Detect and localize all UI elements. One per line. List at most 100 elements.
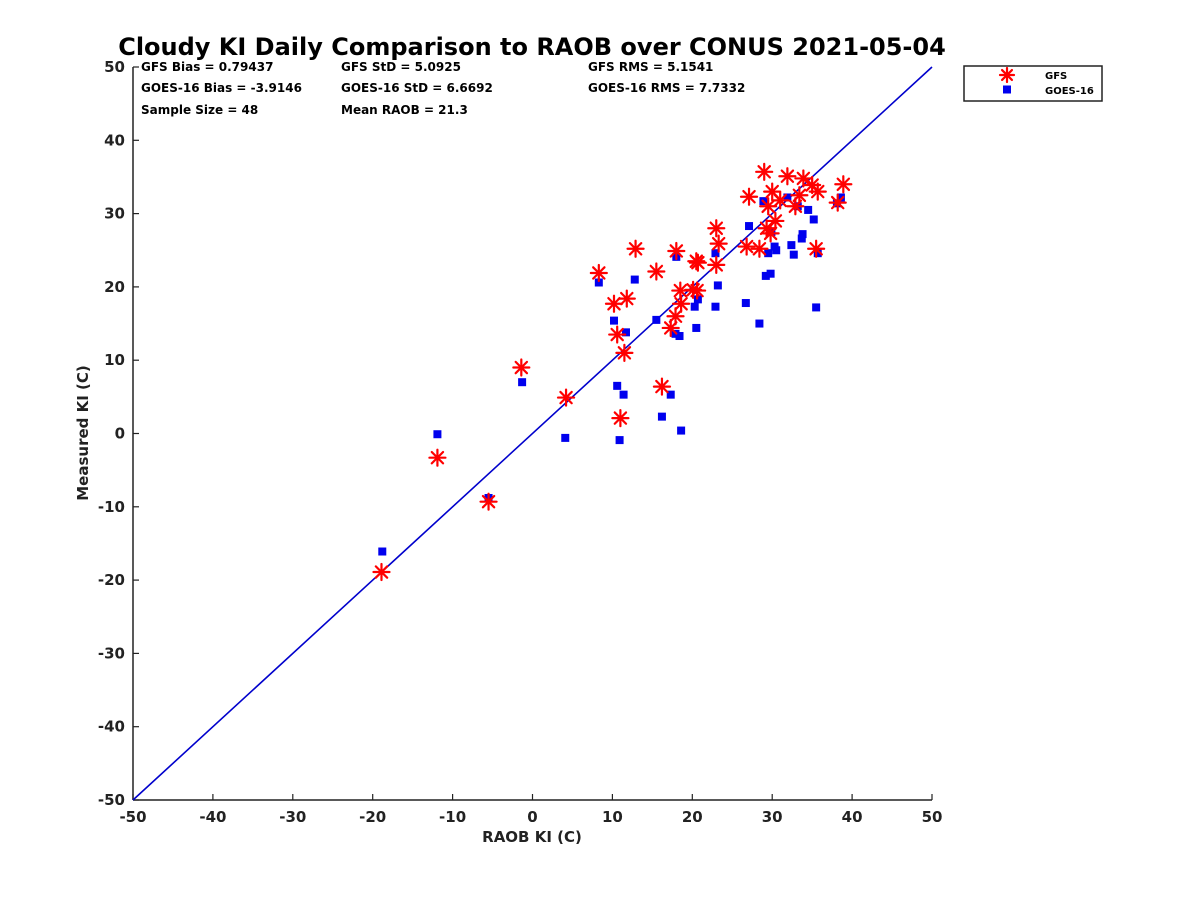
legend-gfs-label: GFS: [1045, 71, 1067, 82]
legend-box: [963, 65, 1103, 102]
goes-16-point: [745, 222, 754, 231]
gfs-point: [647, 262, 666, 281]
goes-16-point: [711, 249, 720, 258]
gfs-point: [707, 219, 726, 238]
y-tick-label: -30: [98, 644, 125, 662]
y-tick-label: 0: [115, 425, 125, 443]
goes-16-point: [594, 278, 603, 287]
goes-16-point: [711, 302, 720, 311]
gfs-point: [617, 289, 636, 308]
gfs-point: [611, 409, 630, 428]
goes-16-point: [798, 230, 807, 239]
gfs-point: [372, 562, 391, 582]
goes-16-point: [766, 269, 775, 278]
x-tick-label: 0: [527, 808, 537, 826]
goes-16-point: [621, 328, 630, 337]
y-tick-label: 10: [104, 351, 125, 369]
goes-16-point: [561, 433, 570, 442]
gfs-point: [604, 294, 624, 313]
x-tick-label: 20: [682, 808, 703, 826]
chart-title: Cloudy KI Daily Comparison to RAOB over …: [118, 33, 946, 61]
gfs-point: [672, 294, 691, 313]
gfs-bias-text: GFS Bias = 0.79437: [141, 60, 273, 74]
gfs-point: [667, 241, 686, 261]
goes-16-point: [809, 215, 818, 224]
mean-raob-text: Mean RAOB = 21.3: [341, 103, 468, 117]
gfs-point: [687, 281, 707, 300]
y-tick-label: -50: [98, 791, 125, 809]
gfs-point: [737, 237, 756, 256]
gfs-point: [652, 377, 672, 396]
gfs-point: [615, 343, 634, 362]
goes-16-point: [518, 378, 527, 387]
goes-16-point: [693, 295, 702, 304]
goes-16-point: [836, 193, 845, 202]
y-axis-label: Measured KI (C): [74, 365, 92, 501]
gfs-point: [479, 492, 498, 511]
y-tick-label: 30: [104, 205, 125, 223]
gfs-point: [771, 191, 790, 210]
gfs-point: [778, 167, 797, 186]
gfs-point: [807, 239, 826, 258]
x-tick-label: 40: [842, 808, 863, 826]
x-axis-label: RAOB KI (C): [482, 828, 582, 846]
gfs-std-text: GFS StD = 5.0925: [341, 60, 461, 74]
goes-16-point: [675, 332, 684, 341]
legend-gfs-asterisk-icon: [998, 66, 1016, 84]
goes-16-point: [813, 249, 822, 258]
goes-16-point: [613, 381, 622, 390]
gfs-point: [790, 186, 809, 205]
gfs-point: [709, 234, 728, 253]
goes-16-point: [787, 241, 796, 250]
gfs-point: [750, 239, 769, 258]
goes-16-point: [761, 271, 770, 280]
goes-16-point: [657, 412, 666, 421]
goes-bias-text: GOES-16 Bias = -3.9146: [141, 81, 302, 95]
goes-16-point: [804, 205, 813, 214]
gfs-point: [766, 211, 785, 231]
legend-gfs-asterisk: [998, 66, 1016, 84]
goes-16-point: [666, 390, 675, 399]
gfs-rms-text: GFS RMS = 5.1541: [588, 60, 713, 74]
gfs-point: [755, 162, 774, 181]
goes-16-point: [692, 323, 701, 332]
gfs-point: [428, 448, 447, 467]
goes-16-point: [652, 315, 661, 324]
goes-16-point: [677, 426, 686, 435]
legend: GFS GOES-16: [963, 65, 1103, 102]
goes-std-text: GOES-16 StD = 6.6692: [341, 81, 493, 95]
goes-16-point: [433, 430, 442, 439]
x-tick-label: -30: [279, 808, 306, 826]
y-tick-label: 50: [104, 58, 125, 76]
gfs-point: [556, 388, 576, 407]
gfs-point: [589, 263, 608, 283]
gfs-point: [828, 193, 847, 212]
legend-goes-label: GOES-16: [1045, 86, 1094, 97]
y-tick-label: 40: [104, 131, 125, 149]
x-tick-label: 30: [762, 808, 783, 826]
gfs-point: [834, 175, 853, 194]
x-tick-label: -20: [359, 808, 386, 826]
goes-16-point: [615, 436, 624, 445]
y-tick-label: -40: [98, 718, 125, 736]
goes-16-point: [741, 299, 750, 308]
gfs-point: [626, 239, 645, 258]
y-tick-label: -10: [98, 498, 125, 516]
gfs-point: [688, 253, 707, 272]
goes-16-point: [789, 250, 798, 259]
x-tick-label: 10: [602, 808, 623, 826]
goes-16-point: [797, 234, 806, 243]
y-tick-label: 20: [104, 278, 125, 296]
gfs-point: [739, 187, 759, 206]
goes-16-point: [378, 547, 387, 556]
goes-rms-text: GOES-16 RMS = 7.7332: [588, 81, 745, 95]
goes-16-point: [630, 275, 639, 284]
goes-16-point: [609, 316, 618, 325]
gfs-point: [707, 255, 726, 275]
gfs-point: [666, 307, 685, 326]
x-tick-label: -40: [199, 808, 226, 826]
goes-16-point: [772, 246, 781, 255]
goes-16-point: [764, 249, 773, 258]
